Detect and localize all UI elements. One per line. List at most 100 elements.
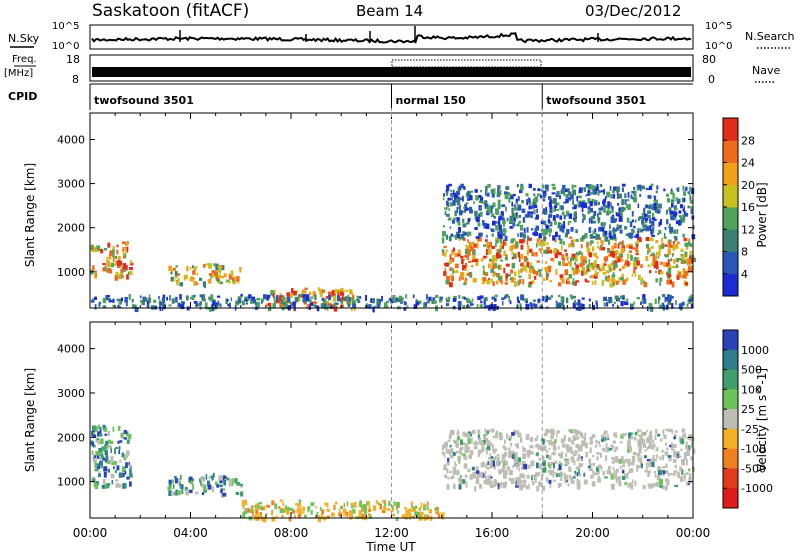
range-gate-cell	[304, 287, 308, 290]
range-gate-cell	[291, 288, 294, 294]
range-gate-cell	[635, 242, 638, 246]
range-gate-cell	[121, 297, 123, 302]
nsky-strip: N.Sky 10^5 10^0 10^5 10^0 N.Search	[8, 21, 795, 52]
range-gate-cell	[650, 461, 655, 468]
range-gate-cell	[506, 217, 509, 222]
range-gate-cell	[228, 280, 231, 284]
range-gate-cell	[523, 447, 527, 452]
range-gate-cell	[386, 305, 389, 309]
range-gate-cell	[653, 199, 657, 203]
range-gate-cell	[95, 270, 97, 276]
range-gate-cell	[686, 436, 689, 440]
range-gate-cell	[559, 453, 564, 459]
range-gate-cell	[683, 191, 686, 196]
range-gate-cell	[408, 513, 412, 519]
range-gate-cell	[535, 444, 539, 448]
range-gate-cell	[671, 254, 674, 257]
range-gate-cell	[446, 191, 449, 196]
range-gate-cell	[92, 265, 95, 271]
range-gate-cell	[390, 509, 394, 513]
range-gate-cell	[483, 200, 488, 206]
range-gate-cell	[532, 269, 536, 272]
range-gate-cell	[617, 258, 621, 263]
range-gate-cell	[457, 455, 462, 462]
range-gate-cell	[539, 463, 542, 470]
range-gate-cell	[560, 451, 563, 454]
range-gate-cell	[466, 198, 470, 201]
range-gate-cell	[502, 483, 507, 489]
range-gate-cell	[659, 485, 663, 488]
range-gate-cell	[305, 294, 310, 299]
range-gate-cell	[607, 253, 612, 257]
range-gate-cell	[458, 237, 462, 241]
range-gate-cell	[551, 192, 556, 195]
range-gate-cell	[217, 274, 222, 278]
range-gate-cell	[456, 207, 458, 213]
range-gate-cell	[502, 474, 505, 479]
range-gate-cell	[588, 268, 591, 272]
range-gate-cell	[604, 236, 608, 242]
range-gate-cell	[505, 294, 509, 298]
range-gate-cell	[525, 193, 529, 197]
range-gate-cell	[648, 434, 653, 441]
range-gate-cell	[96, 438, 100, 441]
range-gate-cell	[662, 470, 666, 475]
range-gate-cell	[627, 458, 631, 464]
range-gate-cell	[658, 247, 661, 254]
range-gate-cell	[458, 227, 461, 233]
colorbar-tick-label: -500	[741, 462, 766, 475]
range-gate-cell	[366, 502, 369, 505]
range-gate-cell	[511, 256, 514, 260]
range-gate-cell	[457, 435, 461, 441]
range-gate-cell	[565, 453, 568, 457]
range-gate-cell	[451, 197, 454, 200]
range-gate-cell	[150, 305, 155, 310]
range-gate-cell	[513, 458, 518, 463]
range-gate-cell	[596, 241, 599, 245]
range-gate-cell	[559, 225, 563, 232]
range-gate-cell	[406, 305, 409, 308]
range-gate-cell	[604, 430, 608, 434]
range-gate-cell	[511, 238, 516, 241]
range-gate-cell	[117, 304, 120, 308]
range-gate-cell	[463, 210, 467, 213]
range-gate-cell	[392, 299, 397, 303]
range-gate-cell	[445, 462, 449, 465]
range-gate-cell	[630, 435, 633, 440]
range-gate-cell	[517, 251, 520, 258]
range-gate-cell	[181, 488, 184, 495]
range-gate-cell	[397, 510, 399, 514]
range-gate-cell	[548, 202, 552, 208]
range-gate-cell	[637, 457, 641, 461]
range-gate-cell	[617, 243, 620, 249]
range-gate-cell	[577, 453, 581, 460]
range-gate-cell	[495, 225, 499, 231]
colorbar-segment	[723, 251, 738, 275]
range-gate-cell	[589, 200, 593, 203]
range-gate-cell	[456, 202, 461, 206]
range-gate-cell	[687, 298, 690, 302]
range-gate-cell	[549, 297, 552, 300]
range-gate-cell	[493, 435, 495, 438]
range-gate-cell	[625, 204, 628, 209]
range-gate-cell	[610, 202, 612, 207]
range-gate-cell	[611, 461, 615, 464]
colorbar-segment	[723, 488, 738, 509]
range-gate-cell	[675, 264, 679, 268]
range-gate-cell	[203, 263, 206, 268]
range-gate-cell	[535, 452, 539, 456]
range-gate-cell	[534, 228, 537, 233]
range-gate-cell	[442, 197, 445, 201]
range-gate-cell	[676, 274, 680, 280]
range-gate-cell	[350, 503, 354, 505]
range-gate-cell	[245, 302, 248, 305]
range-gate-cell	[488, 456, 491, 460]
range-gate-cell	[685, 444, 689, 450]
range-gate-cell	[458, 478, 461, 483]
range-gate-cell	[466, 272, 470, 276]
range-gate-cell	[610, 218, 615, 224]
range-gate-cell	[125, 462, 128, 469]
range-gate-cell	[141, 299, 145, 306]
range-gate-cell	[199, 301, 202, 306]
range-gate-cell	[272, 303, 276, 309]
